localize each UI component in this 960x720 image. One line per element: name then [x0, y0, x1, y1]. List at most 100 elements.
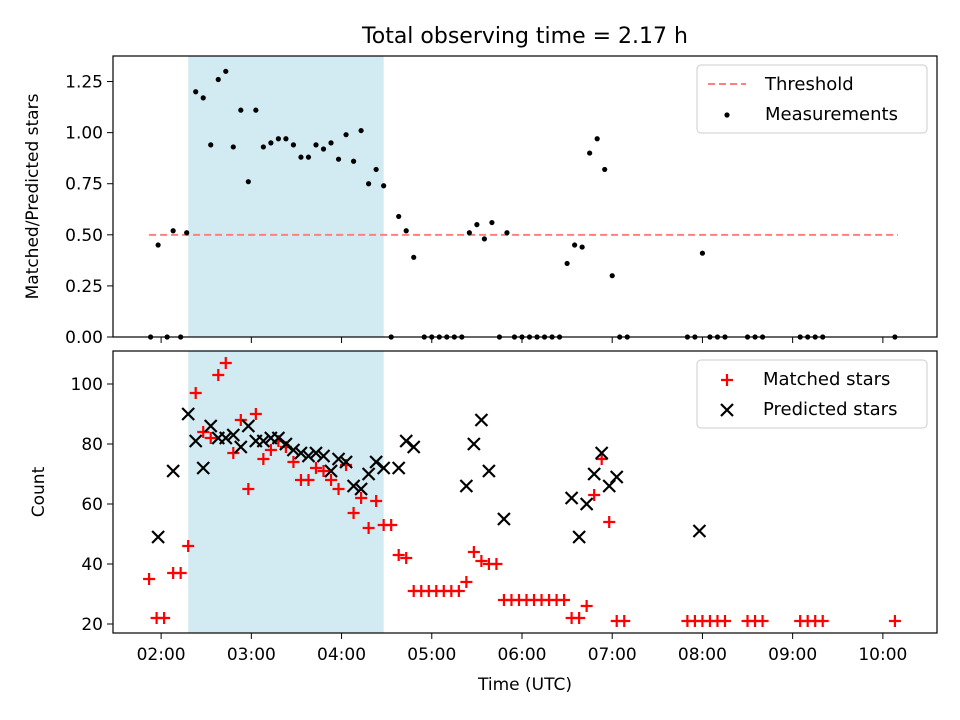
- matched-star-point: [718, 615, 731, 627]
- matched-star-point: [309, 462, 322, 474]
- matched-star-point: [467, 546, 480, 558]
- matched-star-point: [816, 615, 829, 627]
- measurement-point: [579, 244, 585, 250]
- matched-star-point: [595, 453, 608, 465]
- x-tick-label: 02:00: [137, 645, 186, 665]
- matched-star-point: [302, 474, 315, 486]
- predicted-star-point: [234, 440, 248, 454]
- x-axis-label: Time (UTC): [477, 675, 572, 695]
- predicted-star-point: [218, 431, 233, 445]
- predicted-star-point: [609, 470, 624, 484]
- predicted-star-point: [286, 443, 301, 457]
- predicted-star-point: [391, 461, 406, 475]
- matched-star-point: [287, 456, 300, 468]
- y-tick-label: 0.50: [65, 226, 103, 246]
- predicted-star-point: [587, 467, 601, 481]
- predicted-star-point: [579, 497, 594, 511]
- x-tick-label: 08:00: [678, 645, 727, 665]
- matched-star-point: [460, 576, 473, 588]
- measurement-point: [155, 242, 161, 248]
- measurement-point: [245, 179, 251, 185]
- y-tick-label: 0.00: [65, 328, 103, 348]
- matched-star-point: [158, 612, 171, 624]
- predicted-star-point: [331, 452, 346, 466]
- y-tick-label: 100: [71, 375, 103, 395]
- matched-star-point: [234, 414, 247, 426]
- matched-star-point: [332, 483, 345, 495]
- matched-star-point: [385, 519, 398, 531]
- y-tick-label: 1.25: [65, 73, 103, 93]
- predicted-star-point: [354, 482, 368, 496]
- measurement-point: [238, 107, 244, 113]
- measurement-point: [587, 150, 593, 156]
- measurement-point: [350, 158, 357, 164]
- measurement-point: [489, 219, 495, 226]
- measurement-point: [193, 89, 199, 95]
- predicted-star-point: [482, 464, 496, 478]
- predicted-star-point: [594, 446, 609, 460]
- measurement-point: [358, 127, 364, 134]
- matched-star-point: [573, 612, 586, 624]
- matched-star-point: [317, 465, 330, 477]
- predicted-star-point: [692, 524, 707, 538]
- count-y-axis-label: Count: [29, 466, 49, 517]
- legend-predicted-label: Predicted stars: [763, 399, 897, 420]
- measurement-point: [403, 228, 409, 234]
- measurement-point: [466, 230, 472, 236]
- matched-star-point: [370, 495, 383, 507]
- matched-star-point: [490, 558, 503, 570]
- legend-matched-label: Matched stars: [763, 369, 890, 390]
- count-legend-box: [696, 359, 928, 429]
- measurement-point: [260, 144, 266, 150]
- matched-star-point: [355, 492, 368, 504]
- measurement-point: [215, 76, 221, 83]
- predicted-star-point: [459, 479, 474, 493]
- matched-star-point: [174, 567, 187, 579]
- ratio-legend-box: [696, 64, 928, 134]
- legend-predicted-swatch: [720, 403, 734, 417]
- matched-star-point: [888, 615, 901, 627]
- measurement-point: [184, 230, 190, 236]
- matched-star-point: [362, 522, 375, 534]
- ratio-legend: Threshold Measurements: [696, 64, 928, 134]
- measurement-point: [268, 140, 274, 146]
- matched-star-point: [212, 369, 225, 381]
- matched-star-point: [143, 573, 156, 585]
- predicted-star-point: [196, 461, 210, 475]
- matched-star-point: [618, 615, 631, 627]
- measurement-point: [298, 154, 304, 160]
- x-tick-label: 06:00: [497, 645, 546, 665]
- measurement-point: [594, 136, 600, 142]
- ratio-y-axis-label: Matched/Predicted stars: [23, 93, 43, 299]
- predicted-star-point: [294, 446, 308, 460]
- predicted-star-point: [474, 413, 489, 427]
- measurement-point: [200, 95, 206, 101]
- measurement-point: [504, 230, 510, 236]
- observing-window-shade: [188, 351, 384, 633]
- matched-star-point: [347, 507, 360, 519]
- measurement-point: [275, 136, 282, 142]
- predicted-star-point: [309, 446, 323, 460]
- predicted-star-point: [151, 530, 165, 544]
- measurement-point: [305, 154, 312, 160]
- matched-star-point: [588, 489, 601, 501]
- measurement-point: [602, 166, 608, 173]
- measurement-point: [313, 142, 319, 148]
- y-tick-label: 80: [81, 435, 103, 455]
- count-legend: Matched stars Predicted stars: [696, 359, 928, 429]
- legend-matched-swatch: [721, 374, 733, 386]
- measurement-point: [253, 107, 259, 113]
- legend-measurements-swatch: [724, 112, 730, 118]
- measurement-point: [320, 146, 327, 152]
- predicted-star-point: [406, 440, 421, 454]
- predicted-star-point: [188, 434, 203, 448]
- matched-star-point: [242, 483, 255, 495]
- matched-star-point: [197, 426, 210, 438]
- measurement-point: [396, 213, 402, 220]
- count-panel-frame: [112, 350, 938, 634]
- matched-star-point: [452, 585, 465, 597]
- predicted-star-point: [339, 455, 353, 469]
- predicted-star-point: [181, 407, 195, 421]
- predicted-star-point: [241, 419, 256, 433]
